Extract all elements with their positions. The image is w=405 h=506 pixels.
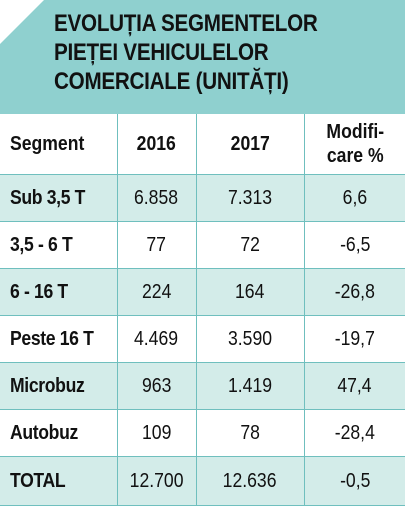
cell-change: -19,7 [304,315,405,363]
header-2016: 2016 [117,114,197,175]
table-title: EVOLUȚIA SEGMENTELOR PIEȚEI VEHICULELOR … [54,9,346,96]
corner-notch [0,0,44,44]
total-row: TOTAL 12.700 12.636 -0,5 [0,456,405,506]
cell-2017: 78 [196,409,305,457]
cell-change: -26,8 [304,268,405,316]
cell-change: 6,6 [304,174,405,222]
cell-2016: 4.469 [117,315,197,363]
cell-segment: Autobuz [0,409,118,457]
cell-2017: 7.313 [196,174,305,222]
cell-change: -6,5 [304,221,405,269]
cell-change: -28,4 [304,409,405,457]
cell-2016-total: 12.700 [117,456,197,506]
header-change: Modifi- care % [304,114,405,175]
table-row: Peste 16 T 4.469 3.590 -19,7 [0,315,405,363]
cell-segment: 3,5 - 6 T [0,221,118,269]
title-line-2: PIEȚEI VEHICULELOR [54,39,269,66]
cell-2016: 963 [117,362,197,410]
vehicle-segments-table: Segment 2016 2017 Modifi- care % Sub 3,5… [0,114,405,506]
header-segment: Segment [0,114,118,175]
cell-2017-total: 12.636 [196,456,305,506]
title-band: EVOLUȚIA SEGMENTELOR PIEȚEI VEHICULELOR … [0,0,405,114]
cell-change-total: -0,5 [304,456,405,506]
cell-segment: Peste 16 T [0,315,118,363]
table-row: Sub 3,5 T 6.858 7.313 6,6 [0,174,405,222]
title-line-3: COMERCIALE (UNITĂȚI) [54,68,289,95]
table-row: 6 - 16 T 224 164 -26,8 [0,268,405,316]
cell-2017: 164 [196,268,305,316]
header-2017: 2017 [196,114,305,175]
cell-segment: Microbuz [0,362,118,410]
cell-2016: 224 [117,268,197,316]
cell-segment: Sub 3,5 T [0,174,118,222]
cell-2016: 6.858 [117,174,197,222]
cell-2016: 109 [117,409,197,457]
table-row: 3,5 - 6 T 77 72 -6,5 [0,221,405,269]
header-change-line-1: Modifi- [325,121,384,143]
cell-change: 47,4 [304,362,405,410]
cell-2017: 72 [196,221,305,269]
table-row: Autobuz 109 78 -28,4 [0,409,405,457]
table-row: Microbuz 963 1.419 47,4 [0,362,405,410]
title-line-1: EVOLUȚIA SEGMENTELOR [54,10,318,37]
cell-segment-total: TOTAL [0,456,118,506]
cell-2017: 3.590 [196,315,305,363]
header-change-line-2: care % [326,145,384,167]
cell-segment: 6 - 16 T [0,268,118,316]
cell-2017: 1.419 [196,362,305,410]
cell-2016: 77 [117,221,197,269]
header-row: Segment 2016 2017 Modifi- care % [0,114,405,175]
